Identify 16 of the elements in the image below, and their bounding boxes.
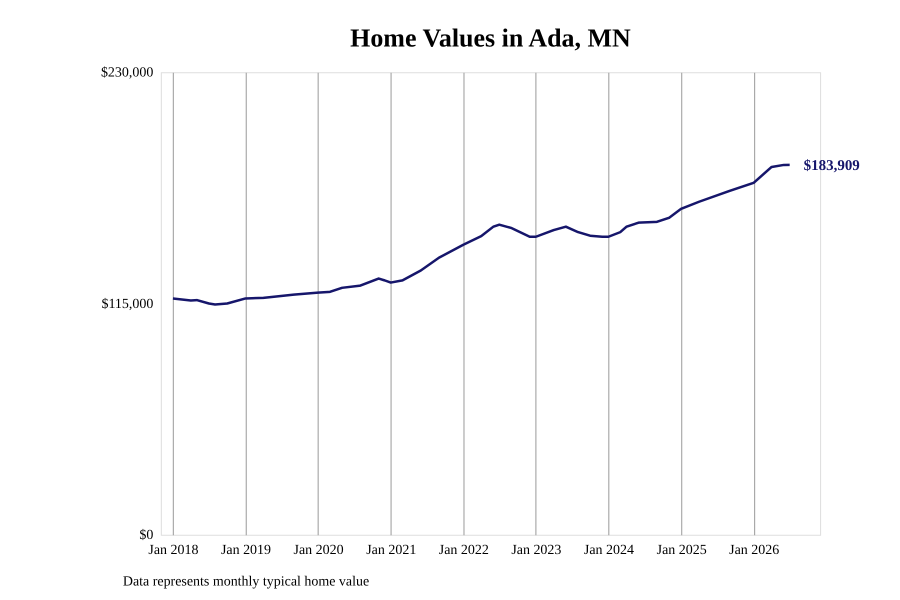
x-tick-label: Jan 2019 <box>220 543 272 558</box>
line-series <box>172 164 791 306</box>
y-tick-label: $115,000 <box>101 296 154 312</box>
y-tick-label: $0 <box>139 528 154 544</box>
x-tick-label: Jan 2022 <box>438 543 489 558</box>
x-tick-label: Jan 2018 <box>148 543 198 558</box>
annotation: $183,909 <box>804 158 860 174</box>
x-tick-label: Jan 2024 <box>584 543 634 558</box>
y-tick-label: $230,000 <box>100 66 154 81</box>
x-tick-label: Jan 2025 <box>656 543 707 558</box>
x-tick-label: Jan 2023 <box>511 543 562 558</box>
x-tick-label: Jan 2021 <box>366 543 416 558</box>
x-tick-label: Jan 2026 <box>729 543 780 558</box>
text: Data represents monthly typical home value <box>122 574 370 590</box>
chart-title: Home Values in Ada, MN <box>350 23 632 52</box>
x-tick-label: Jan 2020 <box>294 543 344 558</box>
